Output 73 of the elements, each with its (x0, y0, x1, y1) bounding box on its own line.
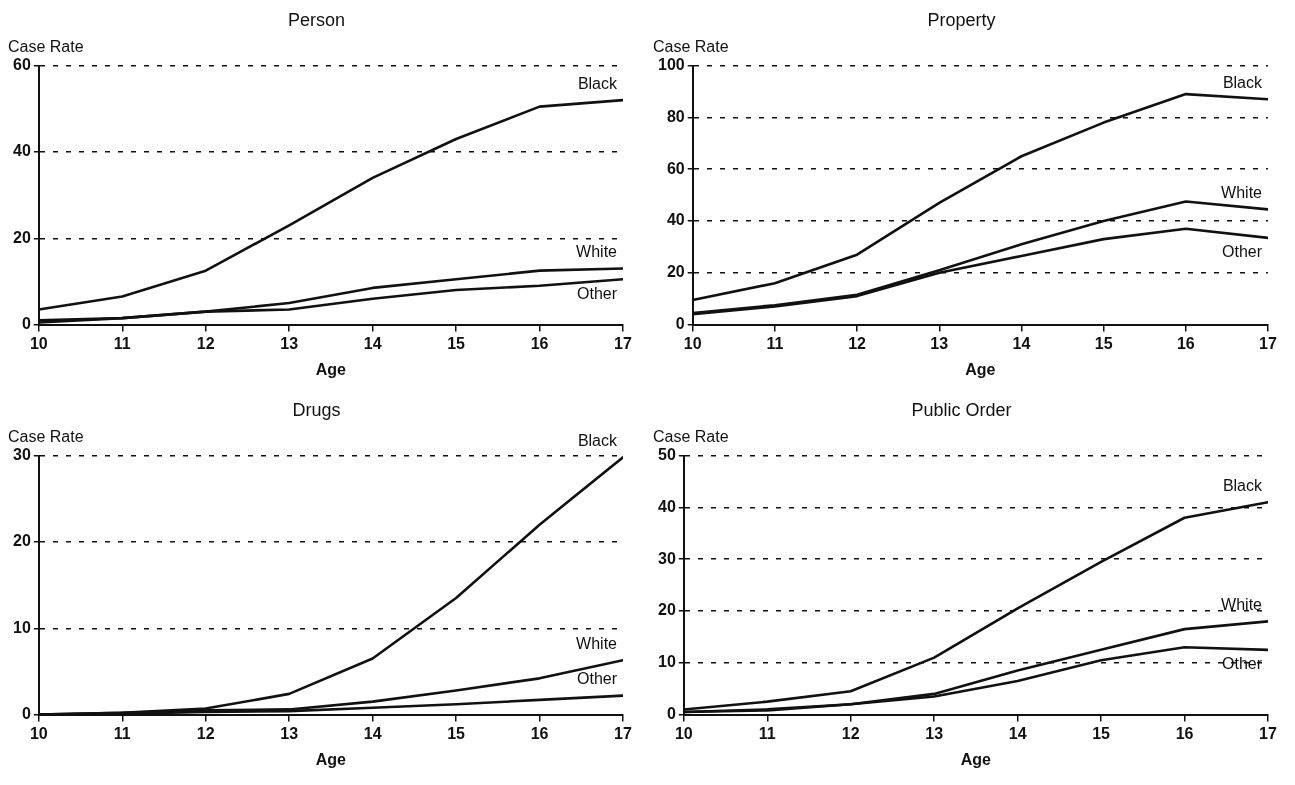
y-tick-label: 80 (666, 107, 685, 125)
x-axis-title: Age (315, 360, 347, 378)
series-label: Other (576, 670, 618, 688)
chart-title: Drugs (292, 399, 341, 420)
series-label: Black (1222, 73, 1263, 91)
y-tick-label: 30 (658, 549, 676, 567)
x-tick-label: 13 (280, 724, 299, 742)
x-tick-label: 12 (841, 724, 860, 742)
series-label: White (1221, 595, 1263, 613)
x-tick-label: 11 (766, 334, 784, 352)
y-axis-title: Case Rate (8, 38, 84, 56)
series-label: Black (577, 74, 618, 92)
x-axis-title: Age (960, 750, 992, 768)
y-tick-label: 60 (666, 159, 685, 177)
y-tick-label: 0 (21, 705, 31, 723)
y-tick-label: 10 (658, 653, 676, 671)
x-tick-label: 11 (113, 334, 131, 352)
x-tick-label: 16 (1176, 334, 1195, 352)
y-axis-title: Case Rate (653, 428, 729, 446)
y-tick-label: 20 (13, 532, 31, 550)
y-axis-title: Case Rate (653, 38, 729, 56)
y-tick-label: 10 (13, 618, 31, 636)
x-tick-label: 12 (848, 334, 867, 352)
series-label: White (576, 242, 618, 260)
x-axis-title: Age (315, 750, 347, 768)
x-tick-label: 16 (530, 334, 549, 352)
x-tick-label: 15 (447, 724, 466, 742)
y-tick-label: 20 (658, 601, 676, 619)
x-tick-label: 15 (1092, 724, 1111, 742)
y-tick-label: 40 (658, 497, 676, 515)
x-tick-label: 14 (1012, 334, 1031, 352)
x-tick-label: 14 (363, 724, 382, 742)
y-tick-label: 20 (666, 263, 685, 281)
x-tick-label: 15 (1094, 334, 1113, 352)
x-tick-label: 12 (196, 724, 215, 742)
x-tick-label: 16 (1175, 724, 1194, 742)
y-tick-label: 20 (13, 228, 31, 246)
y-tick-label: 100 (657, 56, 685, 74)
x-tick-label: 13 (930, 334, 949, 352)
x-tick-label: 15 (447, 334, 466, 352)
chart-title: Property (927, 9, 996, 30)
series-label: Other (1221, 243, 1263, 261)
x-axis-title: Age (965, 360, 996, 378)
y-tick-label: 60 (13, 56, 31, 74)
x-tick-label: 13 (280, 334, 299, 352)
series-label: Other (1221, 655, 1263, 673)
x-tick-label: 17 (614, 724, 632, 742)
series-label: White (1221, 183, 1263, 201)
chart-title: Person (287, 9, 346, 30)
y-tick-label: 0 (666, 705, 676, 723)
y-axis-title: Case Rate (8, 428, 84, 446)
series-label: White (576, 634, 618, 652)
x-tick-label: 12 (196, 334, 215, 352)
x-tick-label: 14 (1008, 724, 1027, 742)
y-tick-label: 40 (13, 142, 31, 160)
x-tick-label: 11 (758, 724, 776, 742)
x-tick-label: 17 (1259, 334, 1277, 352)
y-tick-label: 40 (666, 211, 685, 229)
x-tick-label: 17 (1259, 724, 1277, 742)
y-tick-label: 0 (675, 315, 685, 333)
y-tick-label: 50 (658, 446, 676, 464)
x-tick-label: 16 (530, 724, 549, 742)
chart-title: Public Order (911, 399, 1012, 420)
series-label: Black (1222, 476, 1263, 494)
series-label: Other (576, 284, 618, 302)
x-tick-label: 17 (614, 334, 632, 352)
series-label: Black (577, 431, 618, 449)
y-tick-label: 0 (21, 315, 31, 333)
x-tick-label: 13 (925, 724, 944, 742)
x-tick-label: 14 (363, 334, 382, 352)
x-tick-label: 11 (113, 724, 131, 742)
y-tick-label: 30 (13, 446, 31, 464)
x-tick-label: 10 (683, 334, 702, 352)
